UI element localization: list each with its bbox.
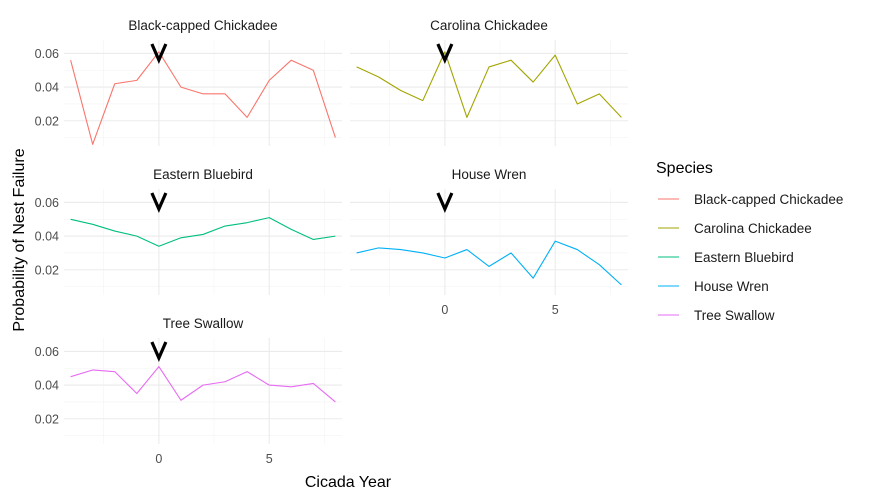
y-tick-label: 0.04: [35, 81, 59, 95]
strip-label-black-capped-chickadee: Black-capped Chickadee: [128, 18, 277, 33]
y-tick-label: 0.04: [35, 230, 59, 244]
y-tick-label: 0.02: [35, 263, 59, 277]
legend-label-tree-swallow: Tree Swallow: [694, 308, 775, 323]
legend-label-carolina-chickadee: Carolina Chickadee: [694, 221, 812, 236]
y-tick-label: 0.06: [35, 345, 59, 359]
y-tick-label: 0.04: [35, 379, 59, 393]
series-line-tree-swallow: [70, 366, 336, 403]
y-tick-label: 0.06: [35, 47, 59, 61]
x-tick-label: 5: [266, 452, 273, 466]
x-tick-label: 0: [441, 303, 448, 317]
panel-house-wren: House Wren 0 5: [350, 167, 628, 317]
strip-label-carolina-chickadee: Carolina Chickadee: [430, 18, 548, 33]
cicada-year-marker: [436, 43, 454, 64]
x-tick-label: 5: [552, 303, 559, 317]
cicada-year-marker: [150, 192, 168, 213]
strip-label-tree-swallow: Tree Swallow: [163, 316, 244, 331]
y-axis-title: Probability of Nest Failure: [11, 148, 28, 331]
x-tick-label: 0: [155, 452, 162, 466]
series-line-eastern-bluebird: [70, 217, 336, 247]
legend-label-house-wren: House Wren: [694, 279, 769, 294]
panel-black-capped-chickadee: Black-capped Chickadee 0.02 0.04 0.06: [35, 18, 342, 146]
cicada-year-marker: [436, 192, 454, 213]
legend-label-black-capped-chickadee: Black-capped Chickadee: [694, 192, 843, 207]
panel-carolina-chickadee: Carolina Chickadee: [350, 18, 628, 146]
panel-eastern-bluebird: Eastern Bluebird 0.02 0.04 0.06: [35, 167, 342, 295]
y-tick-label: 0.02: [35, 114, 59, 128]
legend: Species Black-capped Chickadee Carolina C…: [656, 160, 843, 323]
y-tick-label: 0.02: [35, 412, 59, 426]
y-tick-label: 0.06: [35, 196, 59, 210]
series-line-house-wren: [356, 240, 622, 286]
legend-label-eastern-bluebird: Eastern Bluebird: [694, 250, 794, 265]
panel-tree-swallow: Tree Swallow 0.02 0.04 0.06 0 5: [35, 316, 342, 466]
legend-title: Species: [656, 160, 713, 177]
series-line-black-capped-chickadee: [70, 51, 336, 145]
strip-label-house-wren: House Wren: [452, 167, 527, 182]
x-axis-title: Cicada Year: [305, 474, 392, 491]
cicada-year-marker: [150, 43, 168, 64]
cicada-year-marker: [150, 341, 168, 362]
series-line-carolina-chickadee: [356, 51, 622, 118]
strip-label-eastern-bluebird: Eastern Bluebird: [153, 167, 253, 182]
panels: Black-capped Chickadee 0.02 0.04 0.06 Caroli…: [35, 18, 628, 466]
